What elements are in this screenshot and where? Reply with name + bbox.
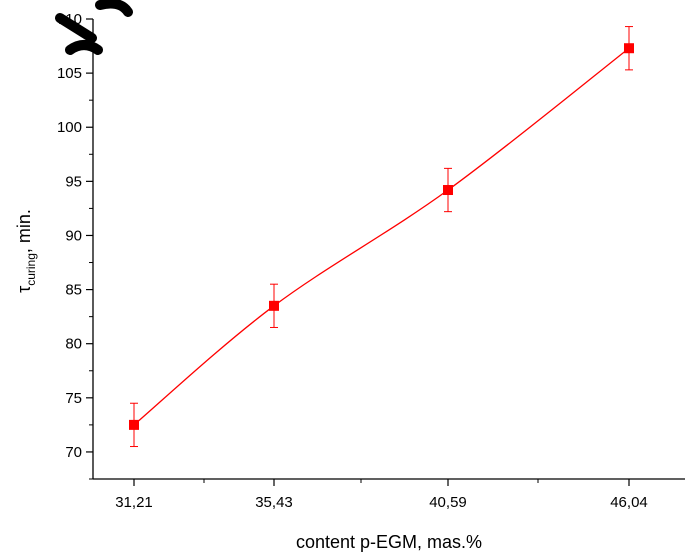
y-axis-title-prefix: τ — [14, 286, 34, 293]
y-tick-label: 90 — [65, 227, 82, 244]
series-layer — [129, 26, 634, 448]
data-point — [269, 300, 279, 311]
x-tick-label: 40,59 — [429, 494, 467, 511]
y-tick-label: 105 — [57, 65, 82, 82]
x-tick-label: 35,43 — [255, 494, 293, 511]
y-axis-title-sub: curing — [24, 253, 38, 286]
x-tick-label: 46,04 — [610, 494, 648, 511]
data-point — [624, 43, 634, 54]
y-tick-label: 70 — [65, 444, 82, 461]
data-point — [443, 185, 453, 196]
y-axis-title-suffix: , min. — [14, 209, 34, 253]
y-ticks: 70 75 80 85 90 95 100 105 110 — [57, 11, 93, 480]
data-point — [129, 419, 139, 430]
y-tick-label: 110 — [58, 11, 82, 28]
x-tick-label: 31,21 — [115, 494, 153, 511]
x-axis-title: content p-EGM, mas.% — [296, 532, 482, 552]
axes — [92, 19, 685, 480]
series-line — [133, 47, 630, 426]
y-tick-label: 85 — [65, 282, 82, 299]
watermark — [55, 0, 133, 55]
y-tick-label: 100 — [57, 119, 82, 136]
x-ticks: 31,21 35,43 40,59 46,04 — [115, 479, 648, 511]
y-tick-label: 80 — [65, 336, 82, 353]
y-tick-label: 75 — [65, 390, 82, 407]
y-tick-label: 95 — [65, 173, 82, 190]
y-axis-title: τcuring, min. — [14, 209, 38, 293]
